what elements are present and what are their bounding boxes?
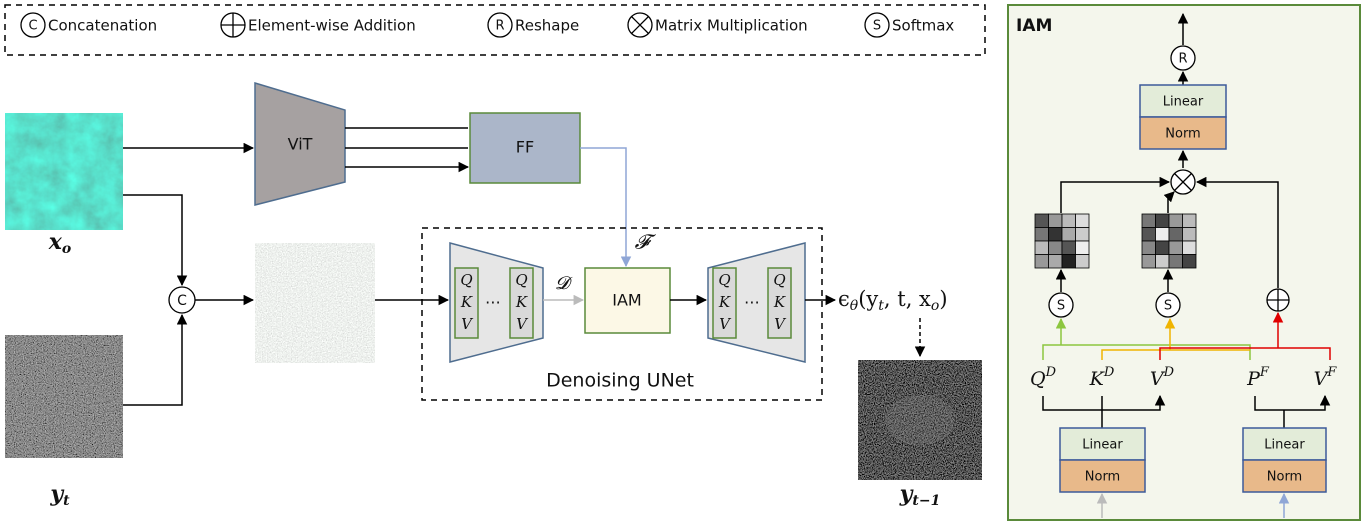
input-sup: F <box>1259 365 1270 380</box>
ellipsis: ⋯ <box>485 293 501 312</box>
iam-label: IAM <box>612 291 641 310</box>
matrix-cell <box>1142 241 1156 255</box>
norm-label: Norm <box>1267 470 1302 485</box>
output-label: yt−1 <box>899 481 941 509</box>
matrix-cell <box>1156 228 1170 242</box>
arrow <box>123 315 182 405</box>
noise-image <box>5 335 123 458</box>
matrix-cell <box>1183 214 1197 228</box>
matrix-cell <box>1142 228 1156 242</box>
norm-label: Norm <box>1165 127 1200 142</box>
matrix-cell <box>1062 214 1076 228</box>
matrix-cell <box>1183 255 1197 269</box>
matrix-cell <box>1156 255 1170 269</box>
concat-symbol: C <box>177 293 187 309</box>
qkv-letter: K <box>773 293 786 311</box>
op-symbol: S <box>873 19 881 34</box>
input-sup: D <box>1045 365 1057 380</box>
arrow <box>345 128 468 167</box>
legend-label: Softmax <box>892 17 954 35</box>
arrow <box>123 195 182 285</box>
legend-label: Element-wise Addition <box>248 17 416 35</box>
matrix-cell <box>1062 228 1076 242</box>
matrix-cell <box>1049 214 1063 228</box>
matrix-cell <box>1169 214 1183 228</box>
matrix-cell <box>1049 255 1063 269</box>
unet-label: Denoising UNet <box>546 370 694 392</box>
ellipsis: ⋯ <box>744 293 760 312</box>
matrix-cell <box>1183 228 1197 242</box>
matrix-cell <box>1169 255 1183 269</box>
matrix-cell <box>1062 241 1076 255</box>
matrix-cell <box>1049 241 1063 255</box>
diagram: C Concatenation Element-wise Addition R Resh… <box>0 0 1368 527</box>
input-image <box>5 113 123 230</box>
legend-label: Matrix Multiplication <box>655 17 808 35</box>
op-symbol: S <box>1164 299 1172 314</box>
matrix-cell <box>1142 214 1156 228</box>
matrix-cell <box>1049 228 1063 242</box>
input-base: Q <box>1030 368 1046 390</box>
qkv-letter: K <box>515 293 528 311</box>
matrix-cell <box>1142 255 1156 269</box>
matrix-cell <box>1076 255 1090 269</box>
qkv-letter: K <box>718 293 731 311</box>
norm-label: Norm <box>1085 470 1120 485</box>
legend: C Concatenation Element-wise Addition R Resh… <box>21 13 954 37</box>
op-symbol: S <box>1057 299 1065 314</box>
op-symbol: R <box>495 19 504 34</box>
decoder-symbol: 𝓓 <box>555 273 573 294</box>
vit-label: ViT <box>288 135 313 154</box>
matrix-cell <box>1169 241 1183 255</box>
matrix-cell <box>1156 241 1170 255</box>
formula-part: ) <box>939 287 947 311</box>
op-symbol: C <box>28 19 37 34</box>
matrix-cell <box>1035 255 1049 269</box>
formula-part: ϵ <box>838 287 850 311</box>
noise-label: yt <box>49 481 70 509</box>
ff-label: FF <box>516 138 534 157</box>
concat-image <box>255 243 375 363</box>
qkv-letter: Q <box>515 271 527 289</box>
legend-label: Concatenation <box>48 17 157 35</box>
qkv-letter: Q <box>773 271 785 289</box>
panel-title: IAM <box>1016 16 1052 36</box>
matrix-cell <box>1169 228 1183 242</box>
matrix-cell <box>1156 214 1170 228</box>
input-sup: D <box>1163 365 1175 380</box>
matrix-cell <box>1076 214 1090 228</box>
output-shape <box>885 395 955 445</box>
op-symbol: R <box>1178 52 1187 67</box>
input-label: xo <box>48 229 71 257</box>
formula-part: o <box>931 298 939 314</box>
qkv-letter: K <box>460 293 473 311</box>
matrix-cell <box>1076 241 1090 255</box>
legend-label: Reshape <box>515 17 579 35</box>
arrow <box>580 148 626 266</box>
qkv-letter: Q <box>460 271 472 289</box>
linear-label: Linear <box>1163 95 1204 110</box>
formula-part: (y <box>858 287 878 311</box>
formula-part: , t, x <box>884 287 931 311</box>
matrix-cell <box>1035 241 1049 255</box>
matrix-cell <box>1035 228 1049 242</box>
qkv-letter: Q <box>718 271 730 289</box>
linear-label: Linear <box>1264 438 1305 453</box>
formula: ϵθ(yt, t, xo) <box>838 287 948 315</box>
input-sup: F <box>1326 365 1337 380</box>
matrix-cell <box>1183 241 1197 255</box>
input-sup: D <box>1103 365 1115 380</box>
feature-symbol: 𝓕 <box>635 230 657 254</box>
matrix-cell <box>1035 214 1049 228</box>
matrix-cell <box>1076 228 1090 242</box>
linear-label: Linear <box>1082 438 1123 453</box>
matrix-cell <box>1062 255 1076 269</box>
input-base: P <box>1246 368 1261 390</box>
